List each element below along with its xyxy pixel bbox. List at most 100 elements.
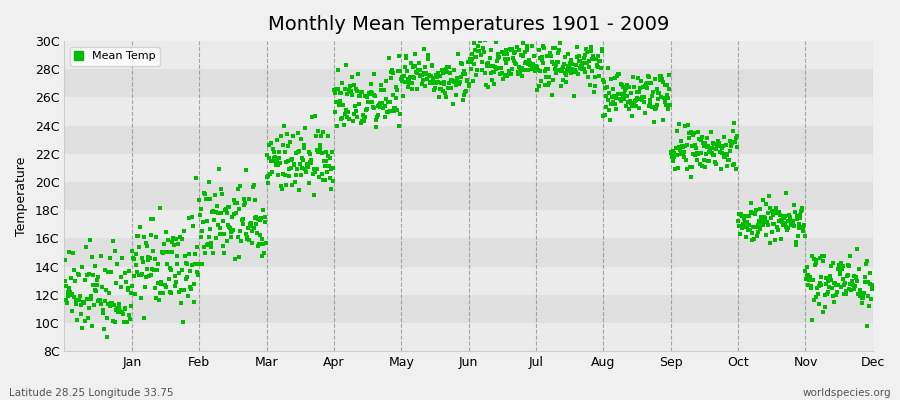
Bar: [65, 41, 873, 69]
Point: [382, 55, 396, 61]
Point: [744, 237, 759, 243]
Point: [811, 291, 825, 297]
Point: [94, 298, 108, 304]
Point: [702, 148, 716, 155]
Point: [125, 283, 140, 289]
Point: [671, 165, 686, 171]
Point: [558, 54, 572, 60]
Point: [770, 227, 785, 234]
Point: [286, 161, 301, 167]
Point: [505, 46, 519, 52]
Point: [271, 162, 285, 168]
Point: [498, 72, 512, 78]
Point: [219, 206, 233, 212]
Point: [489, 66, 503, 72]
Point: [826, 293, 841, 299]
Point: [743, 209, 758, 215]
Point: [737, 216, 751, 223]
Point: [71, 272, 86, 278]
Point: [324, 166, 338, 172]
Point: [669, 145, 683, 151]
Point: [481, 84, 495, 90]
Point: [824, 277, 838, 283]
Point: [436, 88, 450, 94]
Point: [606, 85, 620, 92]
Point: [616, 96, 631, 102]
Point: [420, 76, 435, 82]
Point: [249, 214, 264, 220]
Point: [454, 60, 469, 66]
Point: [624, 89, 638, 96]
Point: [84, 293, 98, 299]
Point: [592, 73, 607, 80]
Point: [268, 154, 283, 161]
Point: [465, 51, 480, 57]
Point: [287, 162, 302, 168]
Point: [688, 152, 702, 159]
Point: [147, 266, 161, 273]
Point: [420, 52, 435, 58]
Point: [747, 235, 761, 242]
Point: [231, 234, 246, 240]
Point: [152, 297, 166, 304]
Point: [356, 118, 370, 124]
Point: [745, 230, 760, 236]
Point: [438, 66, 453, 72]
Point: [824, 273, 838, 279]
Point: [801, 272, 815, 278]
Point: [283, 139, 297, 145]
Point: [484, 69, 499, 76]
Point: [294, 136, 309, 142]
Point: [700, 135, 715, 141]
Point: [680, 166, 694, 172]
Point: [387, 104, 401, 111]
Point: [336, 79, 350, 86]
Point: [852, 293, 867, 300]
Point: [687, 132, 701, 139]
Point: [766, 220, 780, 227]
Point: [292, 186, 307, 193]
Point: [812, 300, 826, 307]
Point: [399, 52, 413, 59]
Point: [222, 203, 237, 210]
Point: [166, 242, 181, 248]
Point: [779, 224, 794, 230]
Point: [551, 58, 565, 65]
Point: [850, 291, 865, 297]
Point: [713, 149, 727, 155]
Point: [850, 278, 864, 284]
Point: [436, 81, 451, 87]
Point: [529, 64, 544, 70]
Point: [183, 284, 197, 290]
Point: [701, 158, 716, 164]
Point: [274, 132, 288, 139]
Point: [110, 261, 124, 268]
Point: [395, 78, 410, 84]
Point: [123, 303, 138, 309]
Point: [76, 299, 91, 306]
Point: [628, 98, 643, 104]
Point: [465, 78, 480, 84]
Point: [706, 139, 721, 146]
Point: [230, 199, 244, 206]
Point: [844, 287, 859, 293]
Point: [203, 226, 218, 232]
Point: [458, 89, 473, 95]
Point: [684, 174, 698, 180]
Point: [544, 52, 558, 59]
Bar: [65, 295, 873, 323]
Point: [837, 282, 851, 288]
Point: [792, 224, 806, 231]
Point: [498, 56, 512, 62]
Point: [424, 73, 438, 79]
Point: [126, 273, 140, 280]
Point: [169, 253, 184, 260]
Point: [865, 282, 879, 288]
Point: [740, 224, 754, 230]
Point: [618, 102, 633, 109]
Point: [302, 180, 316, 186]
Point: [332, 102, 347, 108]
Point: [414, 71, 428, 78]
Point: [583, 48, 598, 54]
Point: [631, 75, 645, 81]
